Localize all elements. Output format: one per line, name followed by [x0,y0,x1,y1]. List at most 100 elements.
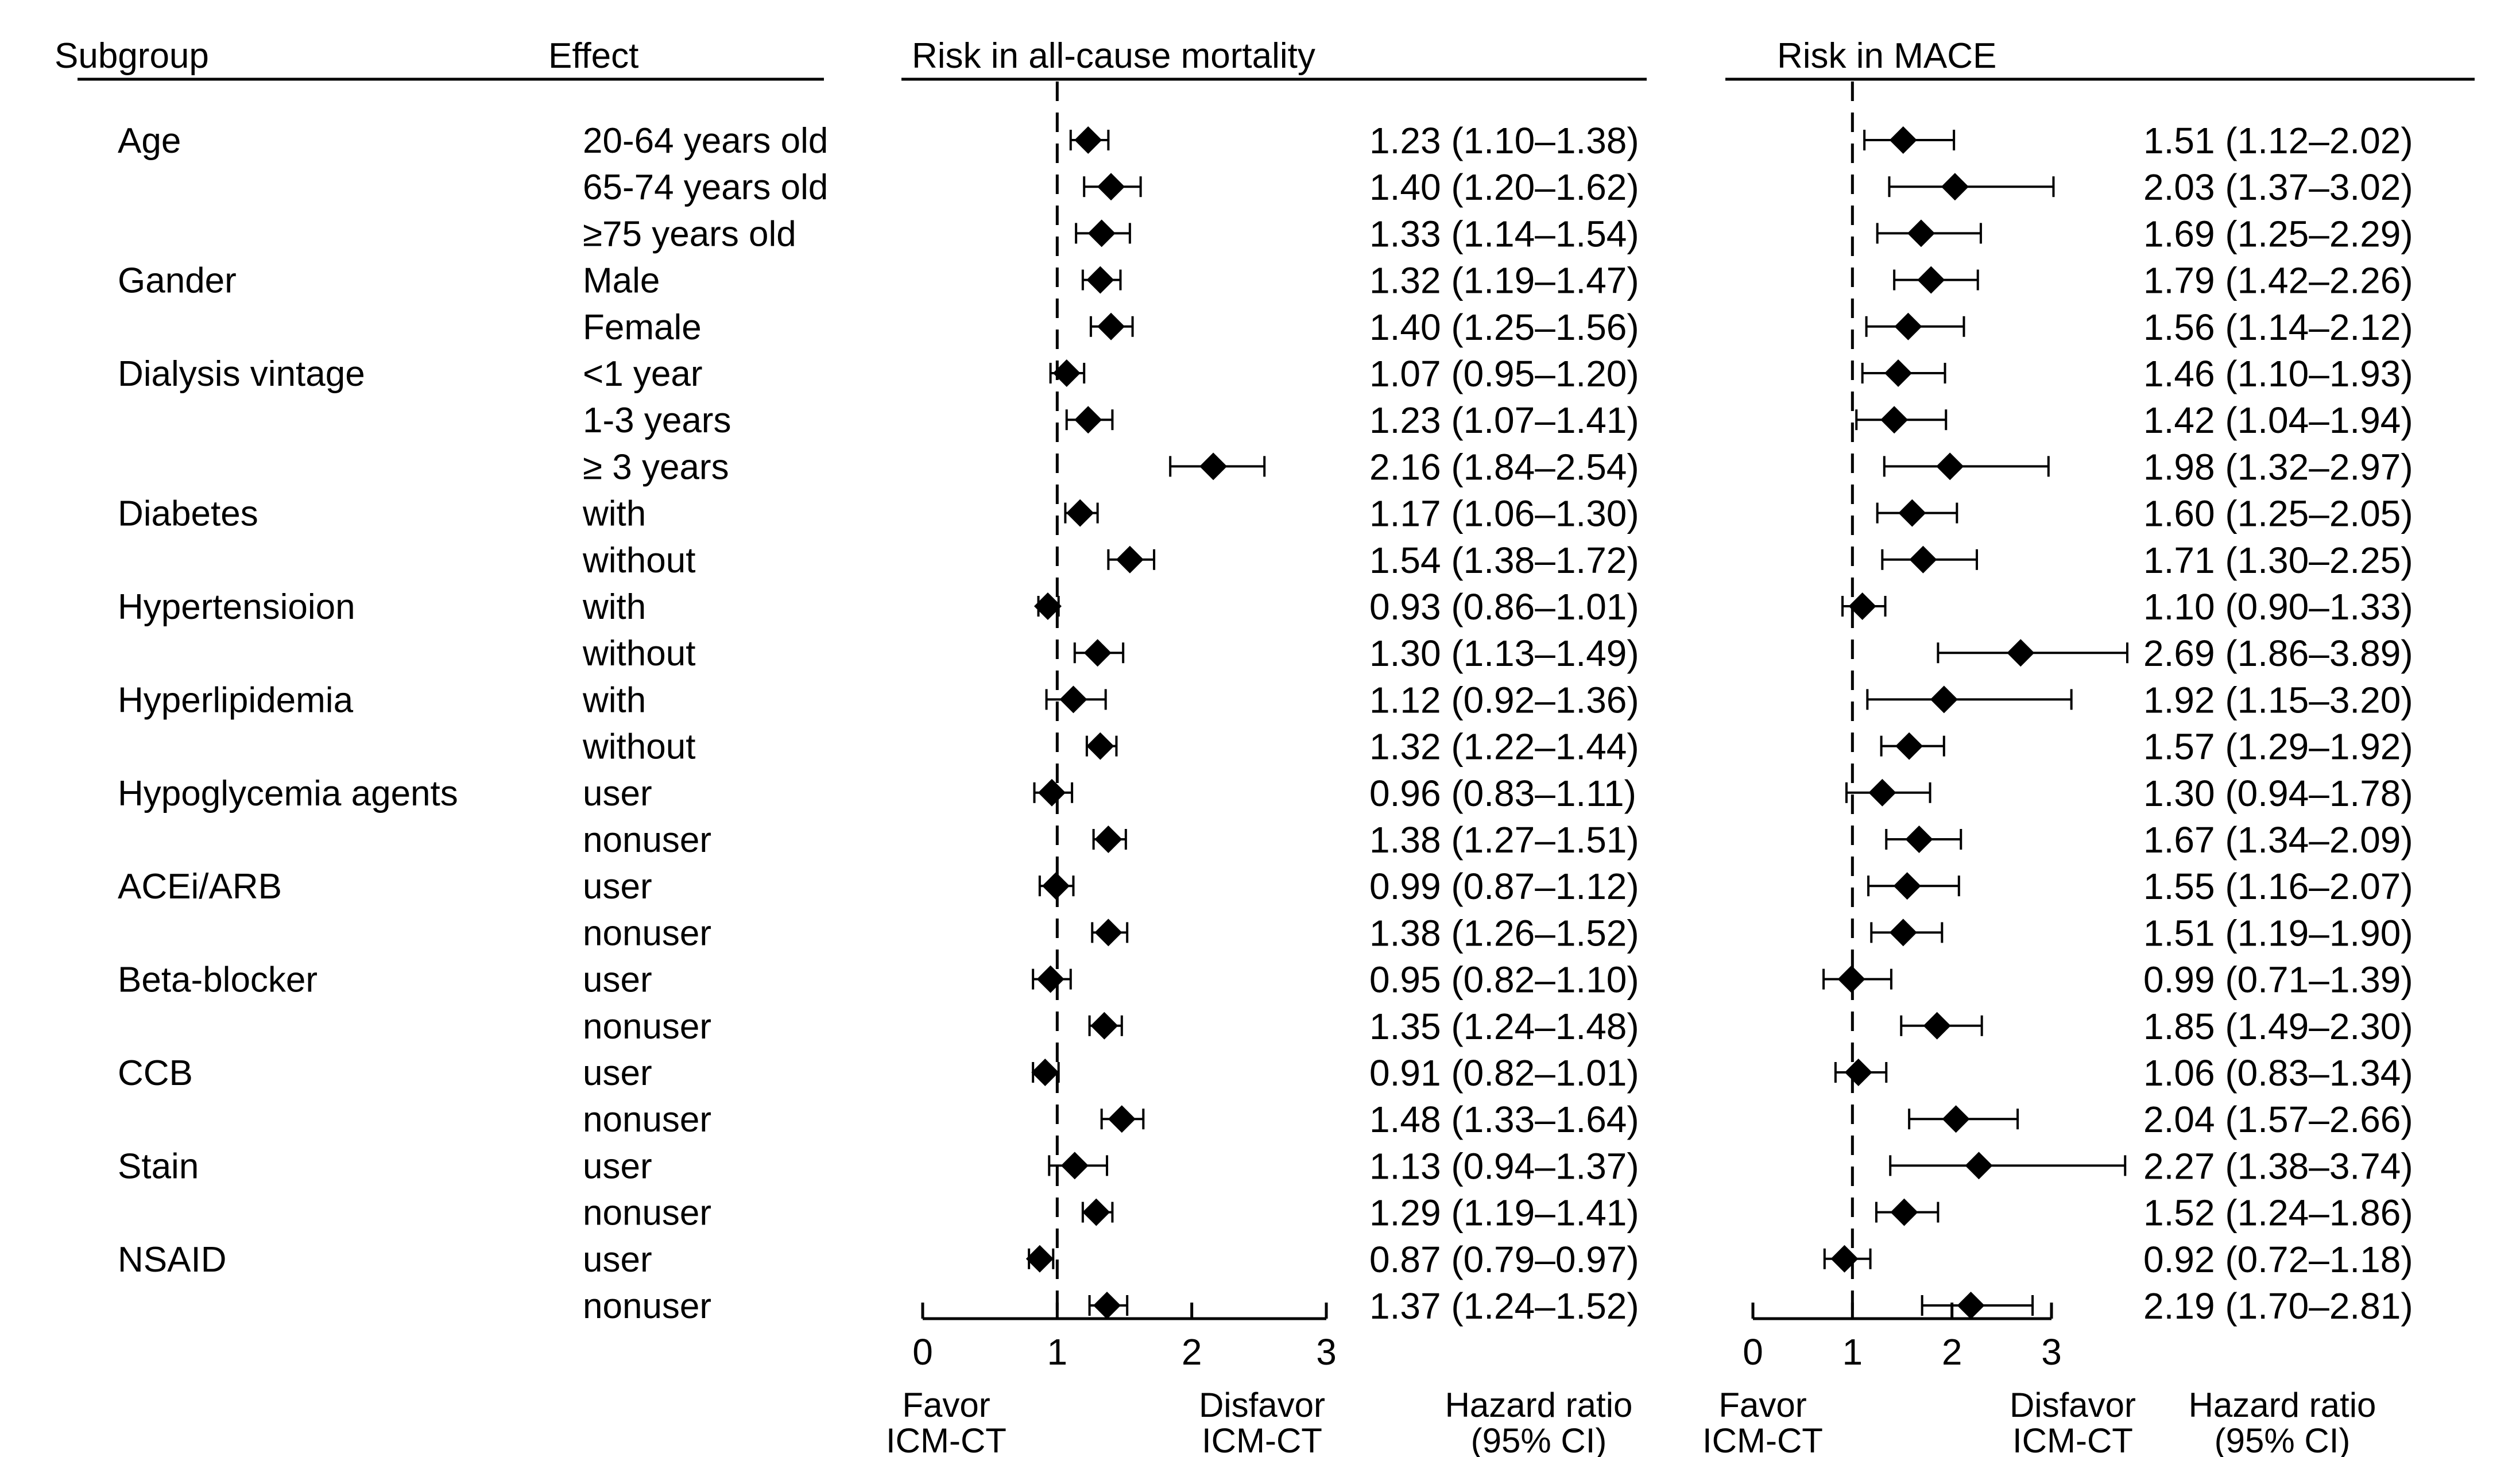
hr-text: 2.16 (1.84–2.54) [1369,446,1639,487]
subgroup-label: Gander [118,261,237,301]
subgroup-label: Age [118,121,181,161]
hr-text: 1.06 (0.83–1.34) [2143,1052,2413,1094]
hr-point [1909,545,1937,574]
hr-text: 1.23 (1.10–1.38) [1369,120,1639,161]
hr-point [1930,685,1958,714]
hr-point [1060,1152,1089,1180]
hr-text: 1.37 (1.24–1.52) [1369,1285,1639,1327]
hr-text: 1.29 (1.19–1.41) [1369,1192,1639,1234]
effect-label: user [583,1240,652,1280]
effect-label: nonuser [583,913,711,953]
hr-text: 1.46 (1.10–1.93) [2143,353,2413,394]
hr-point [2007,639,2035,667]
hr-text: 1.51 (1.19–1.90) [2143,912,2413,954]
hr-text: 2.69 (1.86–3.89) [2143,633,2413,674]
hr-text: 1.71 (1.30–2.25) [2143,540,2413,581]
panel1-favor-label: Favor [902,1386,990,1424]
panel1-disfavor-sub: ICM-CT [1202,1421,1322,1457]
x-tick-label: 3 [1316,1331,1337,1373]
hr-point [1905,826,1933,853]
hr-point [1074,126,1102,154]
hr-text: 0.96 (0.83–1.11) [1369,773,1636,814]
effect-label: nonuser [583,820,711,860]
subgroup-label: Hypertensioion [118,587,355,627]
effect-label: 20-64 years old [583,121,828,161]
panel2-favor-label: Favor [1718,1386,1806,1424]
hr-point [1199,452,1228,480]
hr-text: 1.13 (0.94–1.37) [1369,1145,1639,1187]
effect-label: Female [583,308,702,347]
hr-point [1884,359,1913,387]
hr-text: 1.30 (0.94–1.78) [2143,773,2413,814]
subgroup-label: Diabetes [118,494,258,534]
x-tick-label: 3 [2041,1331,2062,1373]
x-tick-label: 0 [912,1331,933,1373]
hr-text: 1.79 (1.42–2.26) [2143,260,2413,301]
hr-point [1038,778,1066,807]
hr-text: 0.99 (0.87–1.12) [1369,866,1639,907]
subgroup-labels: Age 20-64 years old 65-74 years old ≥75 yea… [118,121,828,1326]
hr-point [1890,1198,1918,1226]
hr-text: 1.92 (1.15–3.20) [2143,679,2413,720]
subgroup-label: Hypoglycemia agents [118,774,458,813]
hr-text: 1.23 (1.07–1.41) [1369,400,1639,441]
panel2-hr-sub: (95% CI) [2215,1421,2351,1457]
panel2-hr-label: Hazard ratio [2189,1386,2376,1424]
effect-label: user [583,1146,652,1186]
hr-text: 1.57 (1.29–1.92) [2143,726,2413,768]
hr-point [1086,732,1114,760]
x-tick-label: 2 [1182,1331,1202,1373]
effect-label: with [582,680,646,720]
hr-point [1880,406,1909,434]
hr-point [1082,1198,1110,1226]
hr-point [1094,919,1122,947]
hr-point [1917,266,1945,294]
hr-point [1031,1059,1059,1086]
effect-label: user [583,867,652,906]
x-tick-label: 0 [1743,1331,1763,1373]
hr-text: 1.17 (1.06–1.30) [1369,493,1639,534]
effect-label: Male [583,261,660,301]
hr-point [1086,266,1114,294]
hr-text: 0.87 (0.79–0.97) [1369,1239,1639,1280]
effect-label: nonuser [583,1100,711,1140]
hr-text: 2.04 (1.57–2.66) [2143,1099,2413,1140]
hr-text: 1.12 (0.92–1.36) [1369,679,1639,720]
hr-point [1093,1292,1121,1319]
hr-point [1895,732,1923,760]
hr-point [1894,312,1922,340]
x-tick-label: 1 [1842,1331,1863,1373]
hr-text: 1.56 (1.14–2.12) [2143,307,2413,348]
panel2-disfavor-label: Disfavor [2010,1386,2136,1424]
hr-point [1868,778,1896,807]
effect-label: user [583,960,652,1000]
panel2-favor-sub: ICM-CT [1702,1421,1823,1457]
subgroup-label: NSAID [118,1240,226,1280]
hr-text: 1.33 (1.14–1.54) [1369,213,1639,254]
panel1-favor-sub: ICM-CT [886,1421,1007,1457]
hr-text: 1.40 (1.25–1.56) [1369,307,1639,348]
hr-point [1090,1012,1118,1040]
hr-text: 2.03 (1.37–3.02) [2143,166,2413,208]
hr-point [1116,545,1144,574]
hr-text: 0.93 (0.86–1.01) [1369,586,1639,627]
hr-point [1025,1245,1054,1273]
hr-point [1893,872,1921,900]
hr-point [1042,872,1070,900]
hr-text: 2.19 (1.70–2.81) [2143,1285,2413,1327]
hr-text: 1.55 (1.16–2.07) [2143,866,2413,907]
subgroup-label: Beta-blocker [118,960,318,1000]
subgroup-label: CCB [118,1053,193,1093]
hr-text: 1.38 (1.27–1.51) [1369,819,1639,861]
effect-label: ≥75 years old [583,214,796,254]
hr-point [1036,965,1064,993]
hr-text: 1.51 (1.12–2.02) [2143,120,2413,161]
effect-label: 1-3 years [583,401,731,440]
hr-text: 1.32 (1.22–1.44) [1369,726,1639,768]
hr-text: 1.98 (1.32–2.97) [2143,446,2413,487]
hr-point [1830,1245,1859,1273]
hr-point [1957,1292,1985,1319]
hr-text: 1.38 (1.26–1.52) [1369,912,1639,954]
hr-text: 2.27 (1.38–3.74) [2143,1145,2413,1187]
